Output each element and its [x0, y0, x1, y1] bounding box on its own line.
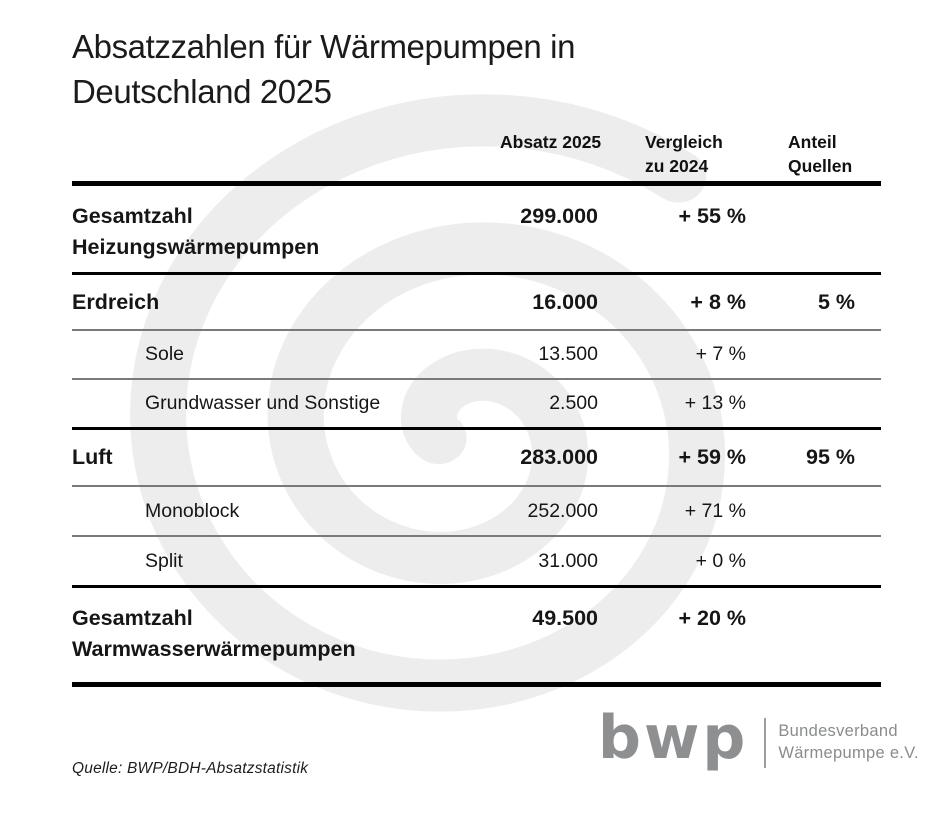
anteil-value: 95 % — [805, 445, 855, 469]
table-row-sole: Sole 13.500 + 7 % — [72, 331, 881, 380]
vergleich-value: + 13 % — [684, 392, 746, 414]
bwp-logo: bwp Bundesverband Wärmepumpe e.V. — [598, 708, 919, 768]
vergleich-value: + 55 % — [678, 204, 746, 228]
source-note: Quelle: BWP/BDH-Absatzstatistik — [72, 760, 309, 777]
bwp-logo-wordmark: bwp — [598, 703, 749, 773]
row-label: Sole — [145, 343, 185, 365]
absatz-value: 283.000 — [520, 445, 598, 469]
absatz-value: 31.000 — [538, 549, 598, 572]
table-row-gesamtzahl-warmwasser: Gesamtzahl Warmwasserwärmepumpen 49.500 … — [72, 588, 881, 687]
column-header-absatz: Absatz 2025 — [500, 132, 602, 152]
anteil-value — [746, 186, 881, 201]
row-label: Split — [145, 549, 183, 572]
anteil-value: 5 % — [817, 289, 855, 314]
vergleich-value: + 71 % — [684, 499, 746, 522]
org-name: Bundesverband Wärmepumpe e.V. — [778, 722, 919, 762]
vergleich-value: + 7 % — [695, 343, 746, 365]
table-row-gesamtzahl-heizung: Gesamtzahl Heizungswärmepumpen 299.000 +… — [72, 186, 881, 275]
row-label: Gesamtzahl Warmwasserwärmepumpen — [72, 606, 356, 661]
vergleich-value: + 8 % — [690, 289, 746, 314]
row-label: Grundwasser und Sonstige — [145, 392, 381, 414]
absatz-value: 49.500 — [532, 606, 598, 630]
row-label: Gesamtzahl Heizungswärmepumpen — [72, 204, 320, 259]
logo-divider — [764, 718, 767, 768]
absatz-value: 16.000 — [532, 289, 598, 314]
table-row-erdreich: Erdreich 16.000 + 8 % 5 % — [72, 275, 881, 331]
table-row-split: Split 31.000 + 0 % — [72, 537, 881, 588]
row-label: Monoblock — [145, 499, 240, 522]
row-label: Luft — [72, 445, 113, 469]
page-title: Absatzzahlen für Wärmepumpen in Deutschl… — [72, 24, 832, 114]
row-label: Erdreich — [72, 289, 160, 314]
table-row-grundwasser: Grundwasser und Sonstige 2.500 + 13 % — [72, 380, 881, 430]
absatz-value: 13.500 — [538, 343, 598, 365]
page-title-line1: Absatzzahlen für Wärmepumpen in — [72, 28, 576, 65]
vergleich-value: + 59 % — [678, 445, 746, 469]
table-row-monoblock: Monoblock 252.000 + 71 % — [72, 487, 881, 537]
page-title-line2: Deutschland 2025 — [72, 73, 332, 110]
vergleich-value: + 20 % — [678, 606, 746, 630]
data-table: Gesamtzahl Heizungswärmepumpen 299.000 +… — [72, 181, 881, 687]
table-row-luft: Luft 283.000 + 59 % 95 % — [72, 430, 881, 487]
absatz-value: 252.000 — [527, 499, 599, 522]
absatz-value: 299.000 — [520, 204, 598, 228]
column-header-vergleich: Vergleich zu 2024 — [645, 132, 723, 176]
anteil-value — [746, 588, 881, 603]
column-header-anteil: Anteil Quellen — [788, 132, 853, 176]
vergleich-value: + 0 % — [695, 549, 746, 572]
absatz-value: 2.500 — [549, 392, 598, 414]
